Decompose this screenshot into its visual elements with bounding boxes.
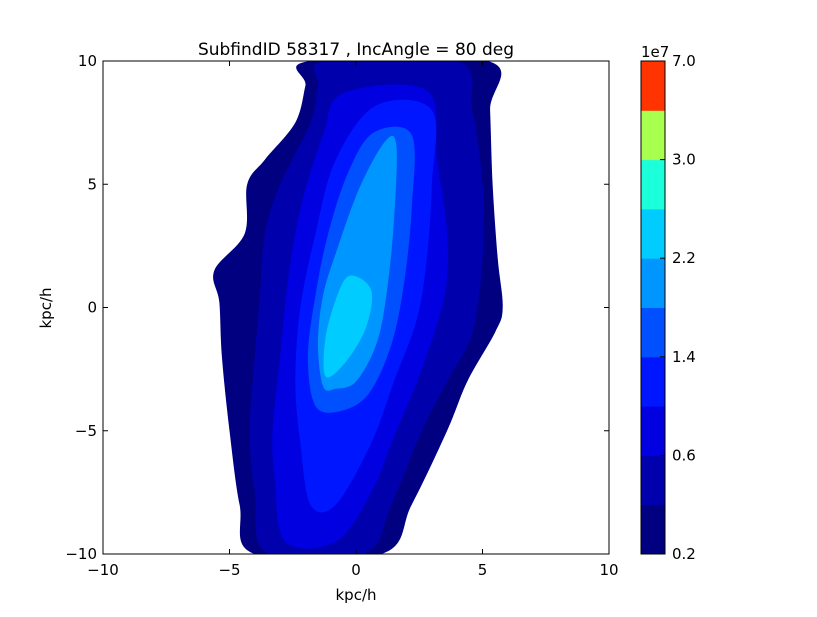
y-tick-label: 0	[87, 299, 97, 317]
contour-region-7	[323, 275, 373, 378]
colorbar-segment	[641, 61, 665, 111]
y-tick-label: −5	[75, 422, 97, 440]
x-tick-label: 0	[351, 561, 361, 579]
y-tick-label: 10	[78, 52, 97, 70]
colorbar-segment	[641, 208, 665, 259]
colorbar-multiplier: 1e7	[641, 43, 669, 61]
x-tick-label: −10	[87, 561, 119, 579]
x-tick-label: 5	[478, 561, 488, 579]
colorbar-tick-label: 7.0	[672, 52, 696, 70]
colorbar-segment	[641, 258, 665, 308]
axes: −10 −5 0 5 10 −10 −5 0 5 10	[65, 52, 618, 579]
colorbar-tick-label: 0.2	[672, 545, 696, 563]
colorbar-tick-label: 1.4	[672, 348, 696, 366]
colorbar-tick-label: 2.2	[672, 249, 696, 267]
x-tick-label: 10	[599, 561, 618, 579]
colorbar-tick-label: 3.0	[672, 151, 696, 169]
x-axis-label: kpc/h	[335, 586, 376, 604]
y-axis-label: kpc/h	[37, 287, 55, 328]
x-tick-label: −5	[218, 561, 240, 579]
chart-title: SubfindID 58317 , IncAngle = 80 deg	[198, 40, 514, 60]
colorbar-segment	[641, 356, 665, 407]
y-tick-label: 5	[87, 175, 97, 193]
colorbar-tick-label: 0.6	[672, 446, 696, 464]
colorbar: 0.2 0.6 1.4 2.2 3.0 7.0	[641, 52, 696, 563]
contour-fills	[213, 61, 503, 554]
y-tick-label: −10	[65, 545, 97, 563]
colorbar-segment	[641, 110, 665, 161]
colorbar-segment	[641, 307, 665, 358]
colorbar-frame	[640, 60, 666, 555]
colorbar-segment	[641, 504, 665, 555]
colorbar-segment	[641, 406, 665, 456]
colorbar-segment	[641, 159, 665, 210]
colorbar-segment	[641, 455, 665, 506]
